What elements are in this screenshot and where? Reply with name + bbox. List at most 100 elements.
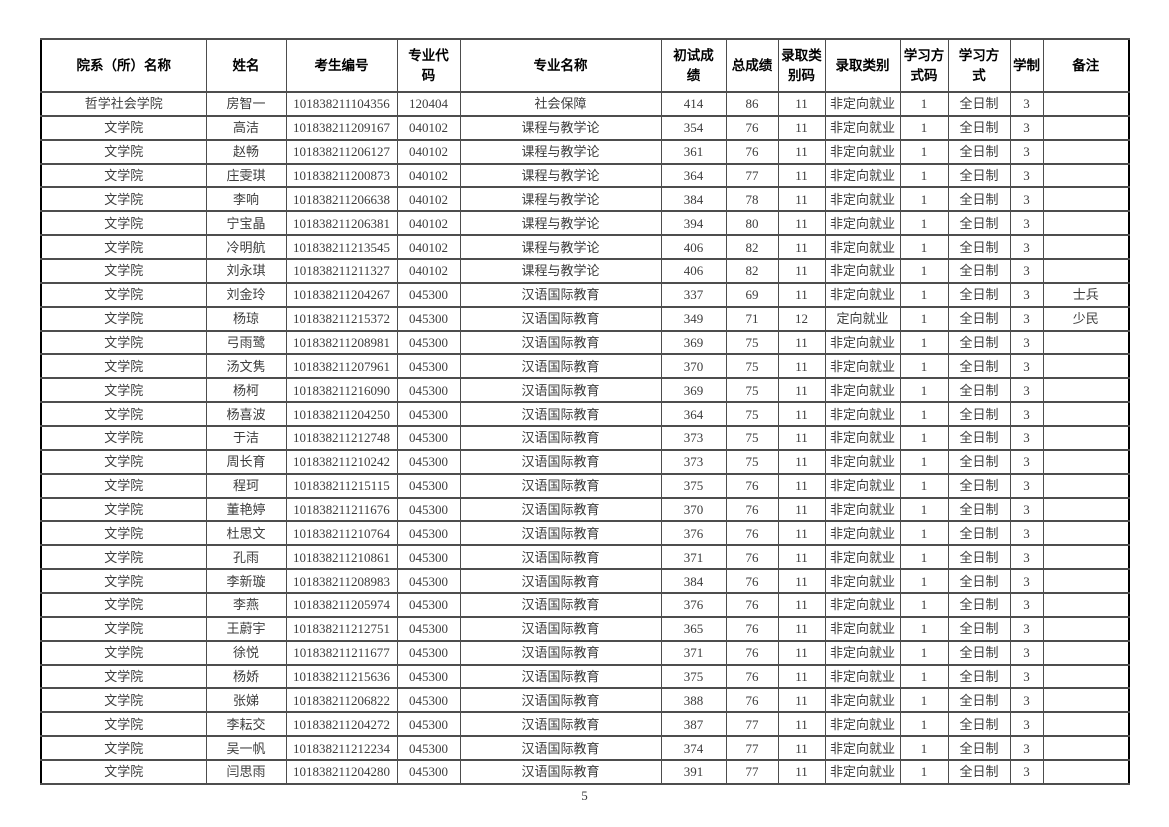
cell-study_mode: 全日制 — [947, 711, 1011, 738]
cell-initial_score: 414 — [660, 91, 727, 117]
cell-major_code: 040102 — [396, 114, 461, 141]
cell-major_name: 汉语国际教育 — [459, 377, 662, 404]
cell-major_name: 汉语国际教育 — [459, 735, 662, 762]
cell-remark — [1042, 592, 1130, 618]
cell-major_code: 045300 — [396, 663, 461, 690]
table-row: 文学院 程珂 101838211215115 045300 汉语国际教育 375 76 11 非… — [40, 472, 1130, 499]
cell-major_code: 045300 — [396, 687, 461, 714]
cell-department: 文学院 — [40, 711, 207, 738]
cell-name: 周长育 — [205, 448, 287, 475]
table-row: 文学院 李耘交 101838211204272 045300 汉语国际教育 387 77 11… — [40, 711, 1130, 738]
cell-study_mode: 全日制 — [947, 592, 1011, 618]
cell-admission_type_code: 11 — [777, 472, 826, 499]
cell-study_mode_code: 1 — [899, 281, 949, 308]
cell-study_mode_code: 1 — [899, 615, 949, 642]
column-header-admission_type: 录取类别 — [824, 38, 901, 93]
cell-candidate_no: 101838211215372 — [285, 305, 398, 332]
cell-duration: 3 — [1009, 186, 1044, 213]
cell-total_score: 77 — [725, 162, 779, 189]
cell-name: 王蔚宇 — [205, 615, 287, 642]
table-row: 文学院 徐悦 101838211211677 045300 汉语国际教育 371 76 11 非… — [40, 639, 1130, 666]
cell-candidate_no: 101838211212751 — [285, 615, 398, 642]
cell-admission_type: 非定向就业 — [824, 711, 901, 738]
cell-major_name: 汉语国际教育 — [459, 305, 662, 332]
cell-study_mode: 全日制 — [947, 639, 1011, 666]
cell-major_name: 汉语国际教育 — [459, 663, 662, 690]
cell-candidate_no: 101838211207961 — [285, 353, 398, 380]
cell-total_score: 76 — [725, 114, 779, 141]
table-row: 文学院 李燕 101838211205974 045300 汉语国际教育 376 76 11 非… — [40, 592, 1130, 618]
cell-admission_type: 非定向就业 — [824, 329, 901, 356]
cell-admission_type: 非定向就业 — [824, 210, 901, 237]
column-header-study_mode_code: 学习方 式码 — [899, 38, 949, 93]
column-header-total_score: 总成绩 — [725, 38, 779, 93]
cell-remark: 士兵 — [1042, 281, 1130, 308]
cell-initial_score: 354 — [660, 114, 727, 141]
cell-study_mode_code: 1 — [899, 639, 949, 666]
cell-major_code: 045300 — [396, 639, 461, 666]
cell-study_mode_code: 1 — [899, 568, 949, 595]
table-row: 文学院 杨柯 101838211216090 045300 汉语国际教育 369 75 11 非… — [40, 377, 1130, 404]
cell-study_mode: 全日制 — [947, 138, 1011, 165]
cell-admission_type: 非定向就业 — [824, 138, 901, 165]
cell-admission_type: 非定向就业 — [824, 544, 901, 571]
cell-name: 宁宝晶 — [205, 210, 287, 237]
cell-major_code: 045300 — [396, 472, 461, 499]
cell-name: 房智一 — [205, 91, 287, 117]
cell-name: 杨琼 — [205, 305, 287, 332]
cell-candidate_no: 101838211208981 — [285, 329, 398, 356]
cell-candidate_no: 101838211206822 — [285, 687, 398, 714]
cell-major_code: 045300 — [396, 615, 461, 642]
table-body: 哲学社会学院 房智一 101838211104356 120404 社会保障 414 86 1… — [40, 91, 1130, 785]
cell-department: 文学院 — [40, 520, 207, 547]
cell-admission_type: 非定向就业 — [824, 425, 901, 451]
cell-admission_type_code: 11 — [777, 448, 826, 475]
cell-admission_type: 非定向就业 — [824, 568, 901, 595]
table-row: 文学院 弓雨鹭 101838211208981 045300 汉语国际教育 369 75 11… — [40, 329, 1130, 356]
cell-department: 文学院 — [40, 281, 207, 308]
cell-name: 李响 — [205, 186, 287, 213]
cell-study_mode: 全日制 — [947, 329, 1011, 356]
cell-major_name: 汉语国际教育 — [459, 568, 662, 595]
table-row: 文学院 刘金玲 101838211204267 045300 汉语国际教育 337 69 11… — [40, 281, 1130, 308]
cell-remark — [1042, 544, 1130, 571]
cell-major_code: 040102 — [396, 162, 461, 189]
cell-candidate_no: 101838211215115 — [285, 472, 398, 499]
cell-remark — [1042, 138, 1130, 165]
cell-department: 文学院 — [40, 114, 207, 141]
cell-department: 文学院 — [40, 210, 207, 237]
cell-remark — [1042, 735, 1130, 762]
cell-major_code: 040102 — [396, 210, 461, 237]
cell-name: 李燕 — [205, 592, 287, 618]
cell-total_score: 77 — [725, 711, 779, 738]
cell-admission_type: 非定向就业 — [824, 162, 901, 189]
cell-study_mode_code: 1 — [899, 377, 949, 404]
cell-admission_type_code: 11 — [777, 711, 826, 738]
cell-duration: 3 — [1009, 472, 1044, 499]
cell-admission_type: 非定向就业 — [824, 663, 901, 690]
cell-major_name: 社会保障 — [459, 91, 662, 117]
cell-department: 文学院 — [40, 544, 207, 571]
cell-total_score: 76 — [725, 639, 779, 666]
cell-admission_type_code: 11 — [777, 759, 826, 785]
cell-admission_type: 非定向就业 — [824, 448, 901, 475]
table-row: 文学院 孔雨 101838211210861 045300 汉语国际教育 371 76 11 非… — [40, 544, 1130, 571]
cell-study_mode: 全日制 — [947, 735, 1011, 762]
cell-candidate_no: 101838211212748 — [285, 425, 398, 451]
cell-initial_score: 388 — [660, 687, 727, 714]
cell-total_score: 71 — [725, 305, 779, 332]
cell-remark — [1042, 210, 1130, 237]
cell-major_code: 045300 — [396, 568, 461, 595]
cell-study_mode: 全日制 — [947, 448, 1011, 475]
cell-major_code: 040102 — [396, 234, 461, 261]
table-row: 文学院 赵畅 101838211206127 040102 课程与教学论 361 76 11 非… — [40, 138, 1130, 165]
cell-total_score: 76 — [725, 615, 779, 642]
table-row: 文学院 高洁 101838211209167 040102 课程与教学论 354 76 11 非… — [40, 114, 1130, 141]
cell-admission_type: 非定向就业 — [824, 759, 901, 785]
cell-name: 冷明航 — [205, 234, 287, 261]
cell-candidate_no: 101838211213545 — [285, 234, 398, 261]
cell-candidate_no: 101838211212234 — [285, 735, 398, 762]
cell-name: 刘永琪 — [205, 258, 287, 284]
cell-initial_score: 349 — [660, 305, 727, 332]
cell-name: 程珂 — [205, 472, 287, 499]
